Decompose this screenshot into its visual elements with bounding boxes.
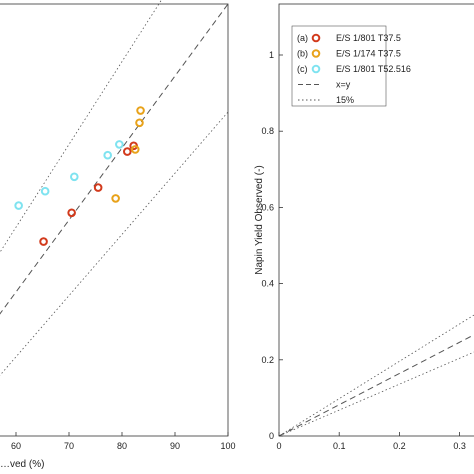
- left-xtick-label-60: 60: [11, 441, 21, 451]
- legend: (a) E/S 1/801 T37.5 (b) E/S 1/174 T37.5 (c) E…: [291, 25, 411, 107]
- point-a-2: [93, 183, 103, 192]
- point-b-0: [111, 194, 120, 203]
- left-xtick-label-70: 70: [64, 441, 74, 451]
- point-a-3: [123, 147, 132, 156]
- point-b-1: [135, 118, 144, 128]
- right-xtick-label-0: 0: [276, 441, 281, 451]
- right-ytick-label-0.6: 0.6: [261, 202, 274, 212]
- legend-marker-2: [311, 64, 321, 74]
- left-xtick-label-80: 80: [117, 441, 127, 451]
- right-ytick-label-0.4: 0.4: [261, 279, 274, 289]
- left-line-15-lower: [0, 111, 229, 376]
- point-b-3: [130, 145, 140, 154]
- right-xtick-label-0.3: 0.3: [453, 441, 466, 451]
- point-a-1: [67, 208, 76, 218]
- right-line-15-upper: [278, 314, 474, 437]
- legend-key-0: (a): [297, 33, 308, 43]
- point-c-1: [40, 186, 50, 196]
- legend-marker-1: [311, 49, 321, 58]
- right-ytick-label-0: 0: [269, 431, 274, 441]
- right-ylabel: Napin Yield Observed (-): [254, 165, 265, 275]
- point-a-0: [39, 237, 48, 246]
- legend-item-4: 15%: [298, 95, 354, 105]
- left-xlabel: …ved (%): [0, 459, 44, 470]
- legend-item-2: (c) E/S 1/801 T52.516: [297, 64, 411, 74]
- legend-box: [291, 25, 387, 107]
- right-ytick-label-1: 1: [269, 50, 274, 60]
- legend-key-2: (c): [297, 64, 308, 74]
- left-panel: 60 70 80 90 100 …ved (%): [0, 0, 236, 470]
- point-c-4: [115, 140, 124, 149]
- right-xtick-label-0.2: 0.2: [393, 441, 406, 451]
- legend-item-1: (b) E/S 1/174 T37.5: [297, 49, 401, 59]
- point-b-2: [136, 106, 145, 115]
- legend-label-1: E/S 1/174 T37.5: [336, 49, 401, 59]
- right-plot-frame: [278, 3, 474, 437]
- right-line-x=y: [278, 334, 474, 437]
- point-c-2: [70, 172, 79, 182]
- legend-label-4: 15%: [336, 95, 354, 105]
- point-c-3: [103, 150, 112, 160]
- right-panel: 0 0.1 0.2 0.3 0 0.2 0.4 0.6 0.8 1 Napin Yield Obs…: [254, 3, 474, 451]
- legend-label-2: E/S 1/801 T52.516: [336, 64, 411, 74]
- legend-key-1: (b): [297, 49, 308, 59]
- left-line-x=y: [0, 3, 229, 315]
- legend-item-3: x=y: [298, 80, 351, 90]
- left-plot-frame: [0, 3, 229, 437]
- point-c-0: [14, 201, 23, 210]
- legend-label-3: x=y: [336, 80, 351, 90]
- left-xtick-label-90: 90: [170, 441, 180, 451]
- legend-marker-0: [311, 33, 321, 43]
- left-xtick-label-100: 100: [220, 441, 235, 451]
- right-xtick-label-0.1: 0.1: [333, 441, 346, 451]
- legend-label-0: E/S 1/801 T37.5: [336, 33, 401, 43]
- right-ytick-label-0.2: 0.2: [261, 355, 274, 365]
- right-ytick-label-0.8: 0.8: [261, 126, 274, 136]
- legend-item-0: (a) E/S 1/801 T37.5: [297, 33, 401, 43]
